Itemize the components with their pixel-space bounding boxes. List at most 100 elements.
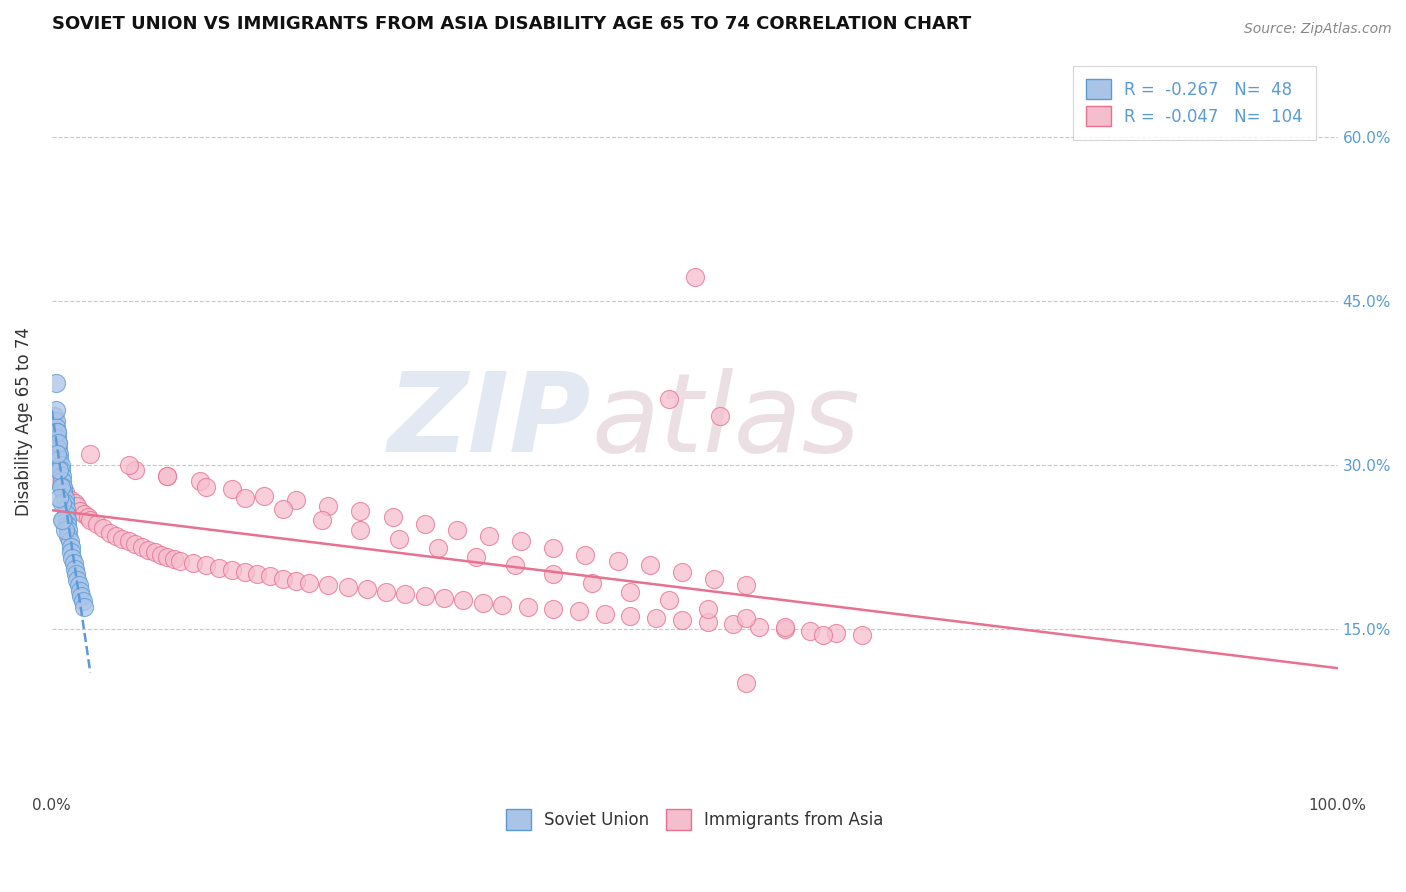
Point — [49, 458, 72, 472]
Point — [658, 392, 681, 407]
Point — [45, 425, 67, 439]
Point — [53, 496, 76, 510]
Point — [98, 525, 121, 540]
Point — [221, 482, 243, 496]
Point — [394, 587, 416, 601]
Point — [723, 617, 745, 632]
Point — [735, 676, 758, 690]
Point — [118, 534, 141, 549]
Point — [86, 516, 108, 531]
Point — [298, 575, 321, 590]
Point — [70, 589, 93, 603]
Point — [66, 573, 89, 587]
Point — [45, 447, 67, 461]
Point — [195, 558, 218, 573]
Point — [51, 475, 73, 489]
Point — [813, 628, 835, 642]
Point — [503, 558, 526, 573]
Point — [271, 572, 294, 586]
Point — [48, 452, 70, 467]
Point — [62, 556, 84, 570]
Point — [59, 534, 82, 549]
Point — [169, 554, 191, 568]
Point — [45, 414, 67, 428]
Point — [541, 602, 564, 616]
Point — [156, 468, 179, 483]
Point — [645, 611, 668, 625]
Point — [413, 589, 436, 603]
Point — [79, 512, 101, 526]
Point — [156, 549, 179, 564]
Point — [45, 403, 67, 417]
Point — [568, 604, 591, 618]
Text: SOVIET UNION VS IMMIGRANTS FROM ASIA DISABILITY AGE 65 TO 74 CORRELATION CHART: SOVIET UNION VS IMMIGRANTS FROM ASIA DIS… — [52, 15, 972, 33]
Point — [46, 442, 69, 456]
Point — [60, 545, 83, 559]
Point — [67, 578, 90, 592]
Point — [773, 622, 796, 636]
Point — [446, 524, 468, 538]
Point — [69, 504, 91, 518]
Point — [593, 607, 616, 621]
Point — [150, 548, 173, 562]
Point — [799, 624, 821, 638]
Point — [259, 569, 281, 583]
Point — [143, 545, 166, 559]
Point — [638, 558, 661, 573]
Point — [51, 496, 73, 510]
Point — [413, 516, 436, 531]
Point — [709, 409, 731, 423]
Point — [233, 491, 256, 505]
Point — [49, 480, 72, 494]
Point — [48, 447, 70, 461]
Point — [73, 599, 96, 614]
Point — [73, 507, 96, 521]
Point — [285, 492, 308, 507]
Point — [381, 510, 404, 524]
Point — [188, 475, 211, 489]
Point — [433, 591, 456, 606]
Point — [72, 594, 94, 608]
Point — [311, 512, 333, 526]
Point — [773, 619, 796, 633]
Point — [58, 524, 80, 538]
Point — [246, 567, 269, 582]
Point — [671, 565, 693, 579]
Point — [51, 468, 73, 483]
Point — [44, 409, 66, 423]
Point — [49, 463, 72, 477]
Point — [45, 376, 67, 390]
Point — [60, 550, 83, 565]
Point — [316, 500, 339, 514]
Point — [233, 565, 256, 579]
Point — [619, 608, 641, 623]
Point — [76, 510, 98, 524]
Point — [60, 492, 83, 507]
Point — [541, 567, 564, 582]
Point — [478, 529, 501, 543]
Point — [63, 562, 86, 576]
Point — [52, 480, 75, 494]
Text: ZIP: ZIP — [388, 368, 592, 475]
Point — [349, 504, 371, 518]
Point — [53, 491, 76, 505]
Point — [56, 518, 79, 533]
Point — [336, 580, 359, 594]
Point — [451, 593, 474, 607]
Point — [136, 543, 159, 558]
Point — [606, 554, 628, 568]
Point — [195, 480, 218, 494]
Point — [581, 575, 603, 590]
Point — [45, 431, 67, 445]
Point — [55, 501, 77, 516]
Point — [45, 425, 67, 439]
Text: atlas: atlas — [592, 368, 860, 475]
Point — [356, 582, 378, 597]
Point — [285, 574, 308, 588]
Point — [131, 540, 153, 554]
Point — [735, 578, 758, 592]
Point — [696, 615, 718, 630]
Point — [53, 485, 76, 500]
Point — [471, 596, 494, 610]
Point — [316, 578, 339, 592]
